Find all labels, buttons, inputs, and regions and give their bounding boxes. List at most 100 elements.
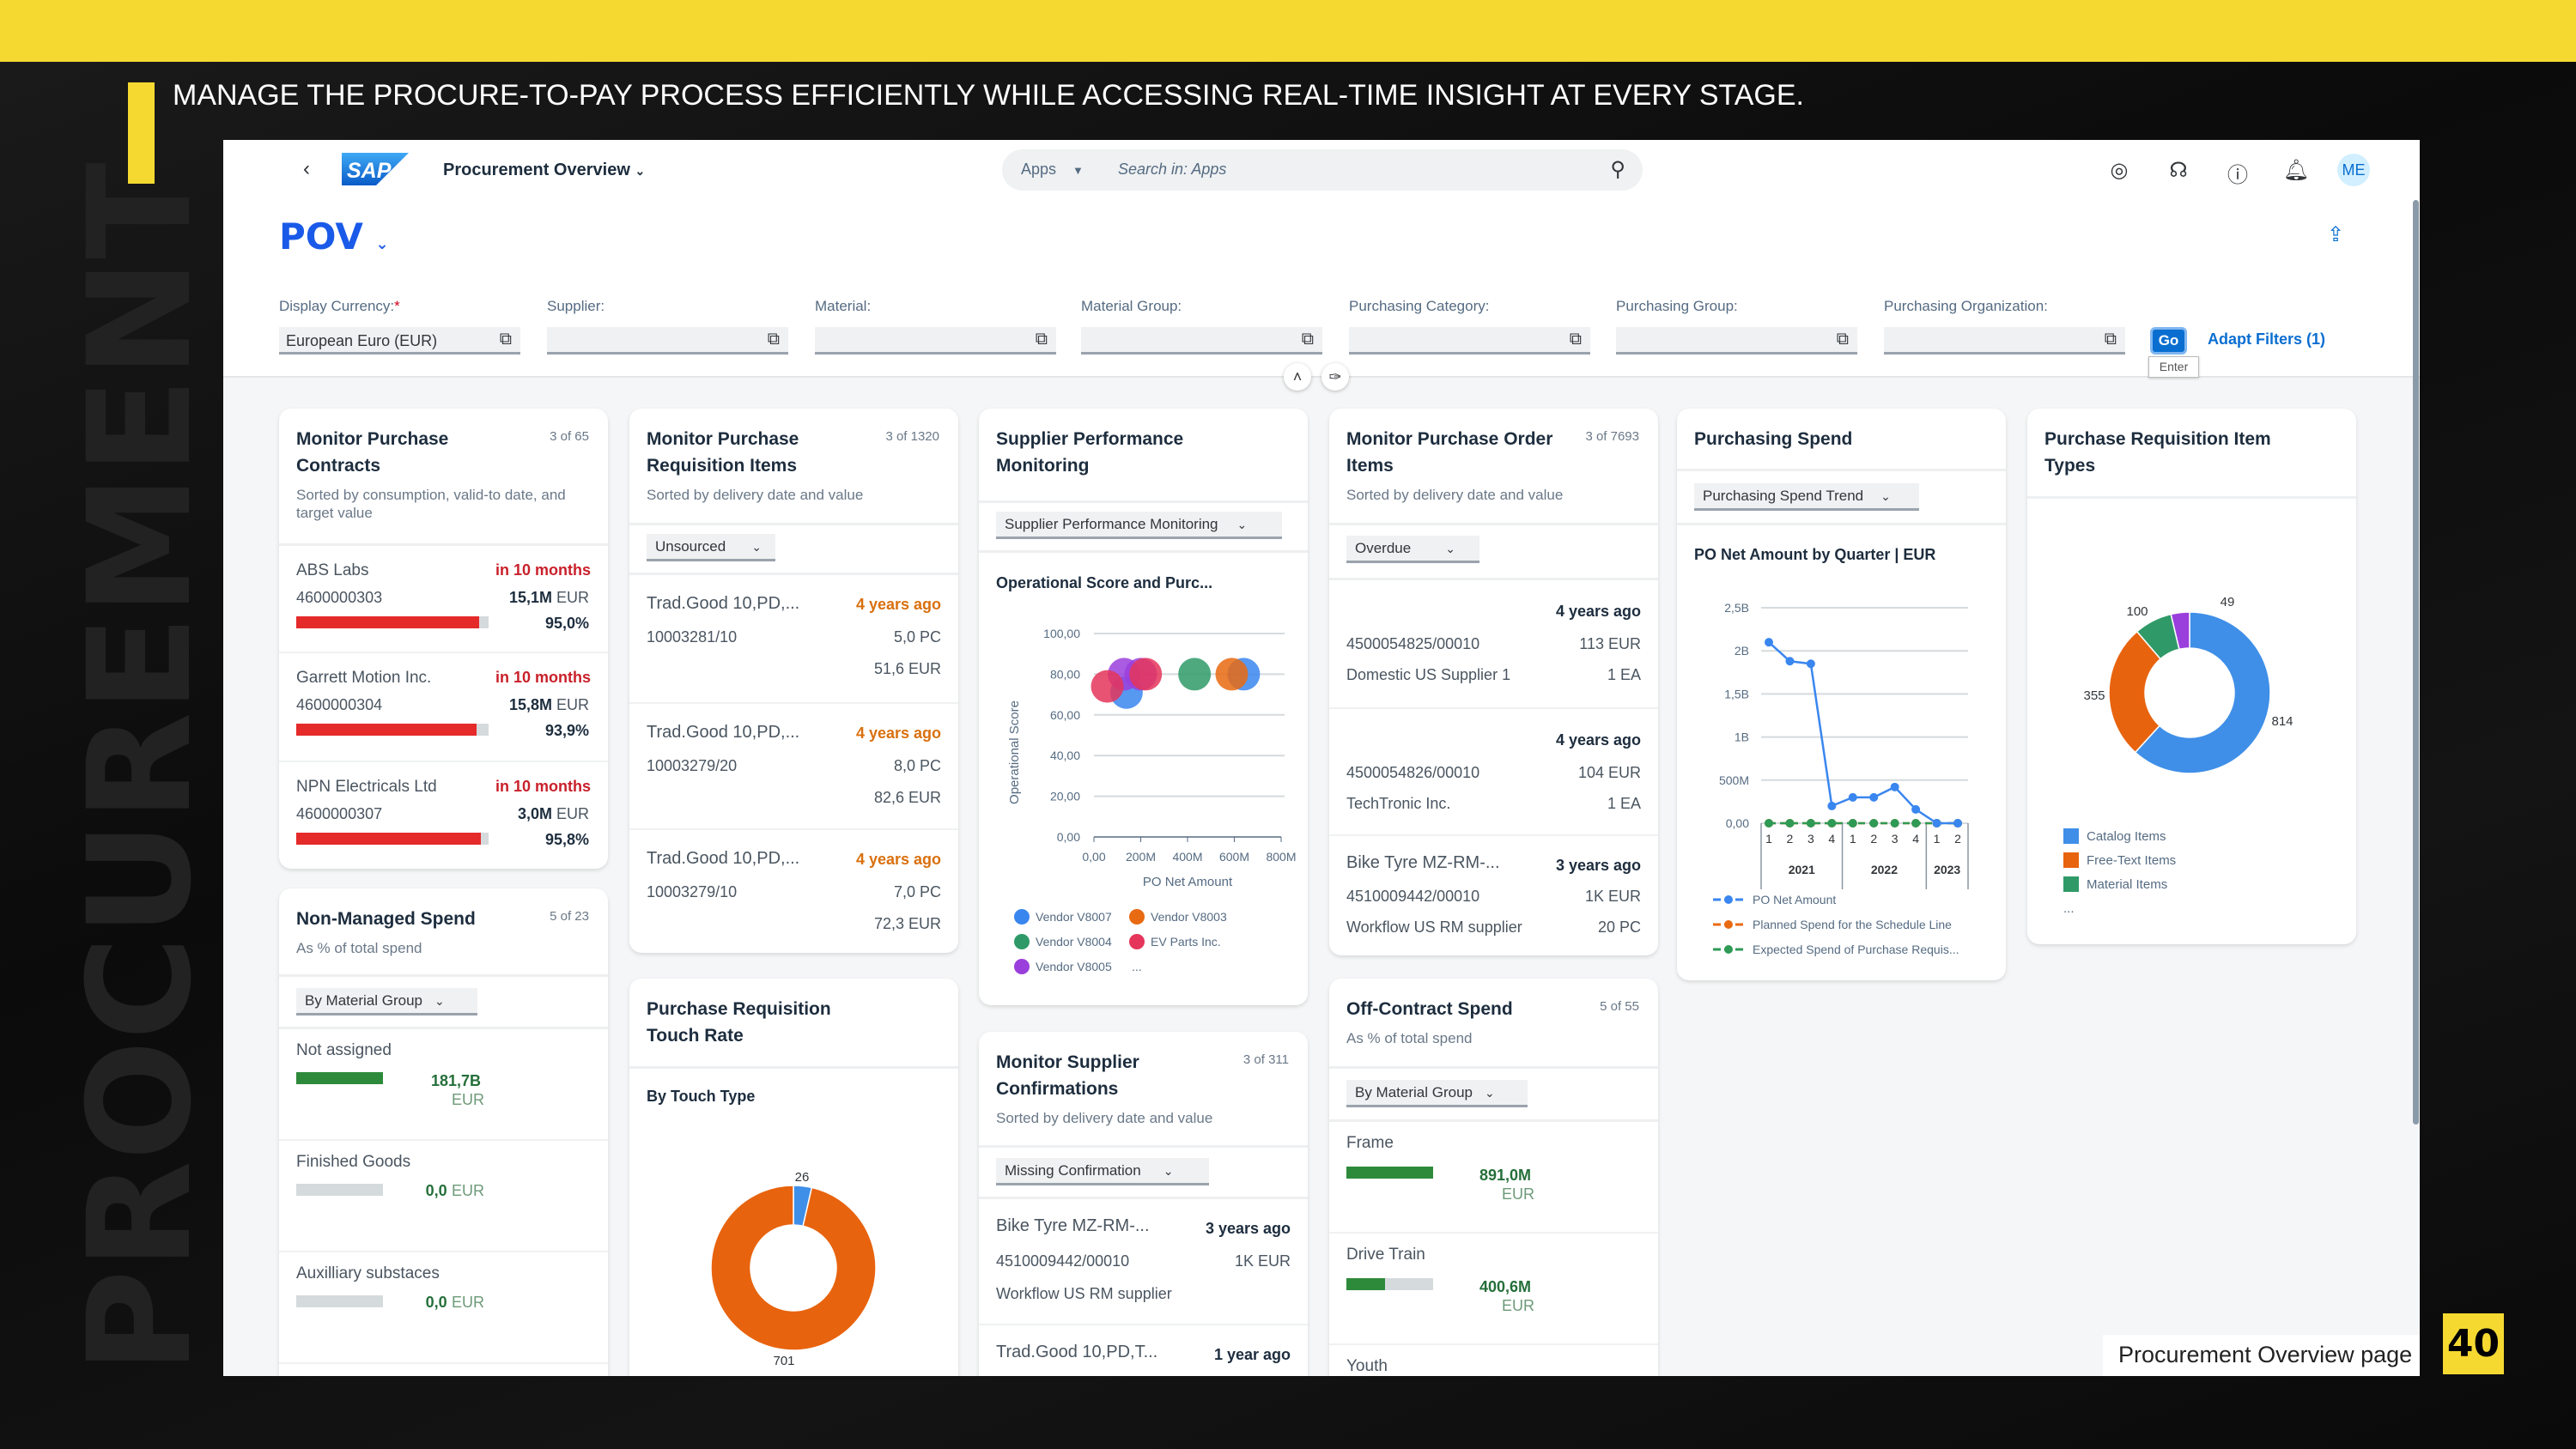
purchasing-category-field[interactable]: ⧉	[1349, 327, 1590, 355]
card-header[interactable]: Monitor Supplier Confirmations 3 of 311 …	[979, 1032, 1308, 1148]
view-dropdown[interactable]: By Material Group ⌄	[296, 988, 477, 1016]
page-title-variant[interactable]: POV ⌄	[279, 215, 389, 258]
item-quantity: 1 EA	[1607, 795, 1641, 812]
card-monitor-purchase-contracts[interactable]: Monitor Purchase Contracts 3 of 65 Sorte…	[279, 409, 608, 869]
supplier-field[interactable]: ⧉	[547, 327, 788, 355]
material-field[interactable]: ⧉	[815, 327, 1056, 355]
headset-icon[interactable]: ☊	[2169, 159, 2188, 182]
value-help-icon[interactable]: ⧉	[1035, 330, 1048, 349]
item-name: Trad.Good 10,PD,T...	[996, 1343, 1158, 1361]
value-help-icon[interactable]: ⧉	[1569, 330, 1582, 349]
view-dropdown[interactable]: Unsourced ⌄	[647, 534, 775, 561]
joule-icon[interactable]: ◎	[2110, 159, 2129, 182]
value-help-icon[interactable]: ⧉	[2104, 330, 2117, 349]
spend-bar	[296, 1184, 383, 1196]
sap-logo[interactable]: SAP	[342, 153, 409, 185]
list-item[interactable]: Not assigned 181,7B EUR	[279, 1029, 608, 1141]
card-header[interactable]: Purchase Requisition Item Types	[2027, 409, 2356, 499]
list-item[interactable]: Youth	[1329, 1345, 1658, 1376]
list-item[interactable]: Trad.Good 10,PD,... 4 years ago 10003281…	[629, 575, 958, 704]
consumption-bar	[296, 833, 489, 845]
slide-top-bar	[0, 0, 2576, 62]
card-purchase-requisition-touch-rate[interactable]: Purchase Requisition Touch Rate By Touch…	[629, 979, 958, 1376]
view-dropdown[interactable]: Missing Confirmation ⌄	[996, 1158, 1209, 1185]
card-purchase-requisition-item-types[interactable]: Purchase Requisition Item Types 814 355 10…	[2027, 409, 2356, 944]
material-group-field[interactable]: ⧉	[1081, 327, 1322, 355]
dropdown-section: Purchasing Spend Trend ⌄	[1677, 471, 2006, 525]
purchasing-group-field[interactable]: ⧉	[1616, 327, 1857, 355]
list-item[interactable]: Trad.Good 10,PD,... 4 years ago 10003279…	[629, 704, 958, 830]
list-item[interactable]: 4 years ago 4500054826/00010 104 EUR Tec…	[1329, 709, 1658, 836]
legend-marker	[1724, 895, 1733, 904]
pin-header-button[interactable]: ✑	[1321, 363, 1349, 391]
share-icon[interactable]: ⇪	[2327, 223, 2345, 246]
x-tick-label: 4	[1912, 832, 1919, 846]
card-off-contract-spend[interactable]: Off-Contract Spend 5 of 55 As % of total…	[1329, 979, 1658, 1376]
list-item[interactable]: 4 years ago 4500054825/00010 113 EUR Dom…	[1329, 580, 1658, 709]
unit: EUR	[556, 696, 589, 713]
card-header[interactable]: Purchasing Spend	[1677, 409, 2006, 471]
bell-icon[interactable]: 🔔︎	[2282, 159, 2310, 182]
chevron-down-icon: ⌄	[635, 164, 646, 178]
card-supplier-performance-monitoring[interactable]: Supplier Performance Monitoring Supplier…	[979, 409, 1308, 1005]
card-monitor-supplier-confirmations[interactable]: Monitor Supplier Confirmations 3 of 311 …	[979, 1032, 1308, 1376]
list-item[interactable]: Drive Train 400,6M EUR	[1329, 1234, 1658, 1345]
card-header[interactable]: Supplier Performance Monitoring	[979, 409, 1308, 503]
avatar[interactable]: ME	[2337, 154, 2370, 186]
list-item[interactable]: ABS Labs in 10 months 4600000303 15,1M E…	[279, 546, 608, 653]
item-id: 4500054826/00010	[1346, 764, 1480, 781]
operational-score-bubble-chart[interactable]: 0,00 20,00 40,00 60,00 80,00 100,00 0,00 200M 40…	[979, 409, 1308, 1005]
view-dropdown[interactable]: Overdue ⌄	[1346, 536, 1479, 563]
search-scope-select[interactable]: Apps ▼	[1021, 161, 1084, 179]
chevron-left-icon[interactable]: ‹	[303, 157, 310, 180]
card-header[interactable]: Monitor Purchase Order Items 3 of 7693 S…	[1329, 409, 1658, 525]
help-icon[interactable]: ⓘ	[2227, 164, 2248, 187]
card-non-managed-spend[interactable]: Non-Managed Spend 5 of 23 As % of total …	[279, 888, 608, 1376]
list-item[interactable]: Finished Goods 0,0 EUR	[279, 1141, 608, 1252]
value-help-icon[interactable]: ⧉	[767, 330, 780, 349]
collapse-header-button[interactable]: ˄	[1284, 363, 1311, 391]
legend-swatch	[2063, 852, 2079, 868]
view-dropdown[interactable]: Purchasing Spend Trend ⌄	[1694, 483, 1919, 511]
card-header[interactable]: Monitor Purchase Requisition Items 3 of …	[629, 409, 958, 525]
card-header[interactable]: Monitor Purchase Contracts 3 of 65 Sorte…	[279, 409, 608, 546]
card-purchasing-spend[interactable]: Purchasing Spend Purchasing Spend Trend ⌄…	[1677, 409, 2006, 980]
list-item[interactable]: Trad.Good 10,PD,... 4 years ago 10003279…	[629, 830, 958, 953]
card-header[interactable]: Non-Managed Spend 5 of 23 As % of total …	[279, 888, 608, 977]
adapt-filters-link[interactable]: Adapt Filters (1)	[2208, 330, 2326, 348]
spend-bar	[1346, 1278, 1433, 1290]
purchasing-org-field[interactable]: ⧉	[1884, 327, 2125, 355]
card-monitor-purchase-order-items[interactable]: Monitor Purchase Order Items 3 of 7693 S…	[1329, 409, 1658, 955]
view-dropdown[interactable]: Supplier Performance Monitoring ⌄	[996, 512, 1282, 539]
view-dropdown[interactable]: By Material Group ⌄	[1346, 1080, 1528, 1107]
card-header[interactable]: Off-Contract Spend 5 of 55 As % of total…	[1329, 979, 1658, 1069]
item-types-donut-chart[interactable]: 814 355 100 49 Catalog Items Free-Text Items M…	[2027, 409, 2356, 944]
item-name: Bike Tyre MZ-RM-...	[996, 1216, 1150, 1235]
value-help-icon[interactable]: ⧉	[499, 330, 512, 349]
list-item[interactable]: NPN Electricals Ltd in 10 months 4600000…	[279, 762, 608, 869]
page-scrollbar[interactable]	[2413, 200, 2419, 1125]
list-item[interactable]: Garrett Motion Inc. in 10 months 4600000…	[279, 653, 608, 762]
search-bar[interactable]: Apps ▼ Search in: Apps ⚲	[1002, 149, 1643, 191]
list-item[interactable]: Trad.Good 10,PD,T... 1 year ago	[979, 1325, 1308, 1376]
card-count: 3 of 1320	[885, 429, 939, 444]
search-input[interactable]: Search in: Apps	[1118, 161, 1227, 178]
group-name: Frame	[1346, 1134, 1394, 1152]
go-button[interactable]: Go	[2150, 327, 2187, 355]
card-header[interactable]: Purchase Requisition Touch Rate	[629, 979, 958, 1069]
currency-field[interactable]: European Euro (EUR) ⧉	[279, 327, 520, 355]
search-icon[interactable]: ⚲	[1610, 158, 1625, 181]
legend-label: Free-Text Items	[2087, 853, 2176, 868]
touch-type-donut-chart[interactable]: 26 701	[629, 979, 958, 1376]
item-name: Trad.Good 10,PD,...	[647, 723, 800, 742]
value-help-icon[interactable]: ⧉	[1301, 330, 1314, 349]
list-item[interactable]: Bike Tyre MZ-RM-... 3 years ago 45100094…	[1329, 836, 1658, 955]
card-monitor-purchase-requisition-items[interactable]: Monitor Purchase Requisition Items 3 of …	[629, 409, 958, 953]
value-help-icon[interactable]: ⧉	[1836, 330, 1849, 349]
list-item[interactable]: Auxilliary substaces 0,0 EUR	[279, 1252, 608, 1364]
app-title-menu[interactable]: Procurement Overview ⌄	[443, 161, 645, 180]
chart-title: By Touch Type	[647, 1088, 756, 1105]
list-item[interactable]: Frame 891,0M EUR	[1329, 1122, 1658, 1234]
list-item[interactable]: Bike Tyre MZ-RM-... 3 years ago 45100094…	[979, 1199, 1308, 1325]
